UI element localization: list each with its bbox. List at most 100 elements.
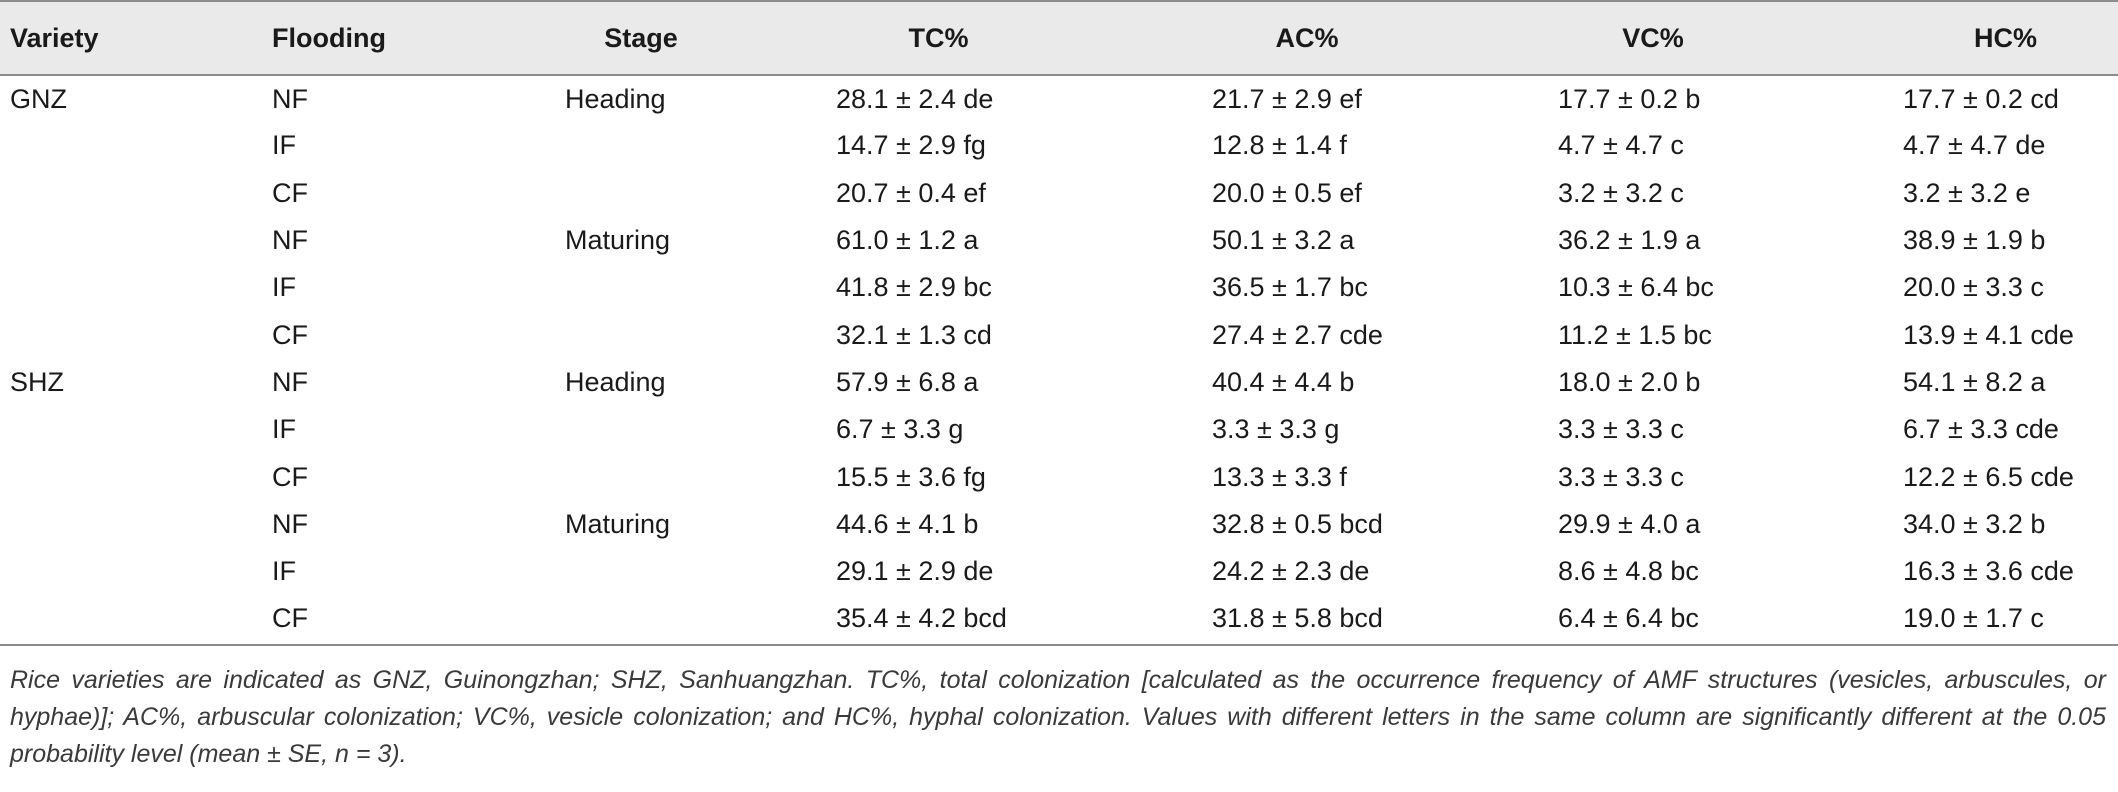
cell-tc: 35.4 ± 4.2 bcd — [836, 603, 1007, 634]
cell-stage — [565, 122, 836, 169]
table-row: CF 20.7 ± 0.4 ef 20.0 ± 0.5 ef 3.2 ± 3.2 c 3… — [0, 170, 2118, 217]
table-row: IF 14.7 ± 2.9 fg 12.8 ± 1.4 f 4.7 ± 4.7 c 4.… — [0, 122, 2118, 169]
cell-variety: SHZ — [10, 366, 64, 397]
cell-vc: 3.2 ± 3.2 c — [1558, 177, 1684, 208]
cell-hc: 34.0 ± 3.2 b — [1903, 508, 2046, 539]
cell-hc: 6.7 ± 3.3 cde — [1903, 414, 2059, 445]
cell-hc: 13.9 ± 4.1 cde — [1903, 319, 2074, 350]
cell-tc: 41.8 ± 2.9 bc — [836, 272, 992, 303]
cell-ac: 13.3 ± 3.3 f — [1212, 461, 1347, 492]
cell-vc: 11.2 ± 1.5 bc — [1558, 319, 1712, 350]
cell-variety — [0, 264, 272, 311]
cell-ac: 50.1 ± 3.2 a — [1212, 225, 1355, 256]
cell-vc: 8.6 ± 4.8 bc — [1558, 556, 1699, 587]
cell-tc: 6.7 ± 3.3 g — [836, 414, 964, 445]
cell-flooding: NF — [272, 366, 308, 397]
cell-ac: 12.8 ± 1.4 f — [1212, 130, 1347, 161]
cell-stage: Heading — [565, 366, 666, 397]
cell-flooding: IF — [272, 130, 296, 161]
cell-stage — [565, 548, 836, 595]
cell-variety — [0, 170, 272, 217]
header-flooding: Flooding — [272, 0, 565, 76]
cell-tc: 20.7 ± 0.4 ef — [836, 177, 986, 208]
cell-hc: 17.7 ± 0.2 cd — [1903, 83, 2059, 114]
cell-flooding: CF — [272, 177, 308, 208]
table-row: CF 32.1 ± 1.3 cd 27.4 ± 2.7 cde 11.2 ± 1.5 … — [0, 311, 2118, 358]
cell-hc: 19.0 ± 1.7 c — [1903, 603, 2044, 634]
table-row: IF 6.7 ± 3.3 g 3.3 ± 3.3 g 3.3 ± 3.3 c 6.7 ±… — [0, 406, 2118, 453]
cell-variety — [0, 217, 272, 264]
cell-vc: 10.3 ± 6.4 bc — [1558, 272, 1714, 303]
cell-vc: 3.3 ± 3.3 c — [1558, 461, 1684, 492]
cell-hc: 16.3 ± 3.6 cde — [1903, 556, 2074, 587]
cell-vc: 3.3 ± 3.3 c — [1558, 414, 1684, 445]
table-body: GNZ NF Heading 28.1 ± 2.4 de 21.7 ± 2.9 ef 17… — [0, 75, 2118, 643]
header-variety: Variety — [0, 0, 272, 76]
table-row: GNZ NF Heading 28.1 ± 2.4 de 21.7 ± 2.9 ef 17… — [0, 75, 2118, 122]
cell-variety — [0, 453, 272, 500]
cell-stage: Heading — [565, 83, 666, 114]
cell-stage: Maturing — [565, 508, 671, 539]
cell-vc: 36.2 ± 1.9 a — [1558, 225, 1701, 256]
cell-hc: 54.1 ± 8.2 a — [1903, 366, 2046, 397]
cell-hc: 20.0 ± 3.3 c — [1903, 272, 2044, 303]
cell-vc: 6.4 ± 6.4 bc — [1558, 603, 1699, 634]
cell-ac: 3.3 ± 3.3 g — [1212, 414, 1340, 445]
cell-flooding: CF — [272, 603, 308, 634]
cell-flooding: IF — [272, 414, 296, 445]
header-vc: VC% — [1558, 0, 1903, 76]
cell-flooding: IF — [272, 556, 296, 587]
cell-ac: 40.4 ± 4.4 b — [1212, 366, 1355, 397]
header-stage-label: Stage — [604, 22, 678, 53]
table-row: NF Maturing 44.6 ± 4.1 b 32.8 ± 0.5 bcd 29.9… — [0, 501, 2118, 548]
cell-flooding: NF — [272, 225, 308, 256]
cell-stage — [565, 170, 836, 217]
cell-tc: 44.6 ± 4.1 b — [836, 508, 979, 539]
table-row: NF Maturing 61.0 ± 1.2 a 50.1 ± 3.2 a 36.2 ±… — [0, 217, 2118, 264]
cell-flooding: CF — [272, 461, 308, 492]
header-hc: HC% — [1903, 0, 2118, 76]
cell-ac: 27.4 ± 2.7 cde — [1212, 319, 1383, 350]
cell-flooding: NF — [272, 83, 308, 114]
colonization-table: Variety Flooding Stage TC% AC% VC% HC% G… — [0, 0, 2118, 643]
cell-variety — [0, 406, 272, 453]
table-row: SHZ NF Heading 57.9 ± 6.8 a 40.4 ± 4.4 b 18.0… — [0, 359, 2118, 406]
cell-ac: 21.7 ± 2.9 ef — [1212, 83, 1362, 114]
table-row: CF 35.4 ± 4.2 bcd 31.8 ± 5.8 bcd 6.4 ± 6.4 … — [0, 595, 2118, 642]
cell-flooding: IF — [272, 272, 296, 303]
cell-stage: Maturing — [565, 225, 671, 256]
cell-stage — [565, 453, 836, 500]
cell-ac: 31.8 ± 5.8 bcd — [1212, 603, 1383, 634]
table-row: CF 15.5 ± 3.6 fg 13.3 ± 3.3 f 3.3 ± 3.3 c 12… — [0, 453, 2118, 500]
cell-variety: GNZ — [10, 83, 67, 114]
cell-variety — [0, 122, 272, 169]
cell-variety — [0, 548, 272, 595]
cell-flooding: CF — [272, 319, 308, 350]
header-tc-label: TC% — [908, 22, 969, 53]
table-footnote: Rice varieties are indicated as GNZ, Gui… — [10, 666, 2106, 768]
cell-ac: 36.5 ± 1.7 bc — [1212, 272, 1368, 303]
cell-vc: 18.0 ± 2.0 b — [1558, 366, 1701, 397]
cell-stage — [565, 311, 836, 358]
cell-tc: 57.9 ± 6.8 a — [836, 366, 979, 397]
results-table-container: Variety Flooding Stage TC% AC% VC% HC% G… — [0, 0, 2118, 643]
cell-stage — [565, 406, 836, 453]
cell-tc: 28.1 ± 2.4 de — [836, 83, 994, 114]
cell-stage — [565, 595, 836, 642]
cell-tc: 29.1 ± 2.9 de — [836, 556, 994, 587]
table-header: Variety Flooding Stage TC% AC% VC% HC% — [0, 0, 2118, 76]
cell-hc: 38.9 ± 1.9 b — [1903, 225, 2046, 256]
cell-tc: 61.0 ± 1.2 a — [836, 225, 979, 256]
cell-tc: 32.1 ± 1.3 cd — [836, 319, 992, 350]
cell-variety — [0, 501, 272, 548]
header-hc-label: HC% — [1973, 22, 2037, 53]
cell-vc: 17.7 ± 0.2 b — [1558, 83, 1701, 114]
cell-hc: 4.7 ± 4.7 de — [1903, 130, 2046, 161]
header-row: Variety Flooding Stage TC% AC% VC% HC% — [0, 0, 2118, 76]
cell-tc: 14.7 ± 2.9 fg — [836, 130, 986, 161]
cell-vc: 4.7 ± 4.7 c — [1558, 130, 1684, 161]
table-bottom-rule — [0, 644, 2118, 646]
cell-variety — [0, 595, 272, 642]
table-row: IF 41.8 ± 2.9 bc 36.5 ± 1.7 bc 10.3 ± 6.4 b… — [0, 264, 2118, 311]
table-row: IF 29.1 ± 2.9 de 24.2 ± 2.3 de 8.6 ± 4.8 bc… — [0, 548, 2118, 595]
